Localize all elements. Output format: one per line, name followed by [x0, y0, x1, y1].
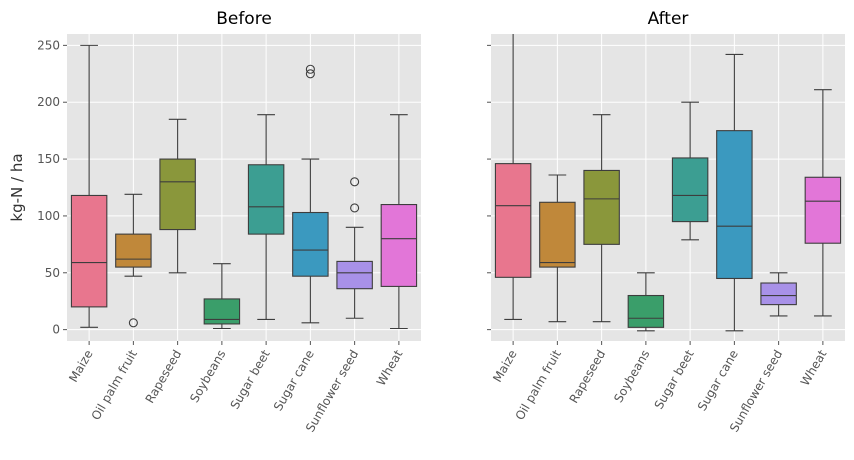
x-tick-label-soybeans: Soybeans: [187, 348, 228, 405]
outlier-sunflower-seed: [350, 203, 360, 213]
panel-title: After: [648, 9, 689, 29]
x-tick-label-soybeans: Soybeans: [611, 348, 652, 405]
box-rapeseed: [159, 158, 196, 231]
y-tick-label: 100: [37, 209, 60, 223]
box-sugar-beet: [247, 164, 285, 235]
box-sugar-cane: [292, 211, 329, 277]
box-oil-palm-fruit: [539, 201, 576, 268]
x-tick-label-rapeseed: Rapeseed: [143, 348, 185, 406]
plot-background: [67, 34, 421, 341]
box-sugar-cane: [716, 130, 753, 280]
y-tick-label: 150: [37, 152, 60, 166]
outlier-sugar-cane: [305, 64, 315, 74]
x-tick-label-oil-palm-fruit: Oil palm fruit: [513, 347, 565, 422]
x-tick-label-sugar-beet: Sugar beet: [228, 347, 273, 411]
x-tick-label-sugar-beet: Sugar beet: [652, 347, 697, 411]
outlier-sunflower-seed: [350, 177, 360, 187]
x-tick-label-rapeseed: Rapeseed: [567, 348, 609, 406]
x-tick-label-maize: Maize: [66, 348, 95, 385]
box-rapeseed: [583, 169, 620, 245]
box-soybeans: [627, 294, 665, 328]
box-wheat: [804, 176, 842, 244]
outlier-sugar-cane: [305, 69, 315, 79]
y-tick-label: 250: [37, 38, 60, 52]
box-sugar-beet: [671, 157, 709, 223]
panel-title: Before: [216, 9, 272, 29]
x-tick-label-sugar-cane: Sugar cane: [695, 348, 741, 414]
box-maize: [494, 163, 532, 278]
box-maize: [70, 194, 108, 308]
y-tick-label: 200: [37, 95, 60, 109]
box-sunflower-seed: [336, 260, 373, 290]
y-axis-label: kg-N / ha: [8, 153, 26, 221]
box-oil-palm-fruit: [115, 233, 152, 268]
box-soybeans: [203, 298, 241, 325]
box-wheat: [380, 204, 418, 287]
x-tick-label-sugar-cane: Sugar cane: [271, 348, 317, 414]
outlier-oil-palm-fruit: [128, 318, 138, 328]
x-tick-label-wheat: Wheat: [374, 347, 406, 388]
x-tick-label-maize: Maize: [490, 348, 519, 385]
x-tick-label-wheat: Wheat: [798, 347, 830, 388]
boxes-group: [494, 34, 842, 332]
box-sunflower-seed: [760, 282, 797, 306]
y-tick-label: 0: [52, 323, 60, 337]
x-tick-label-oil-palm-fruit: Oil palm fruit: [89, 347, 141, 422]
y-tick-label: 50: [45, 266, 60, 280]
boxes-group: [70, 44, 418, 330]
